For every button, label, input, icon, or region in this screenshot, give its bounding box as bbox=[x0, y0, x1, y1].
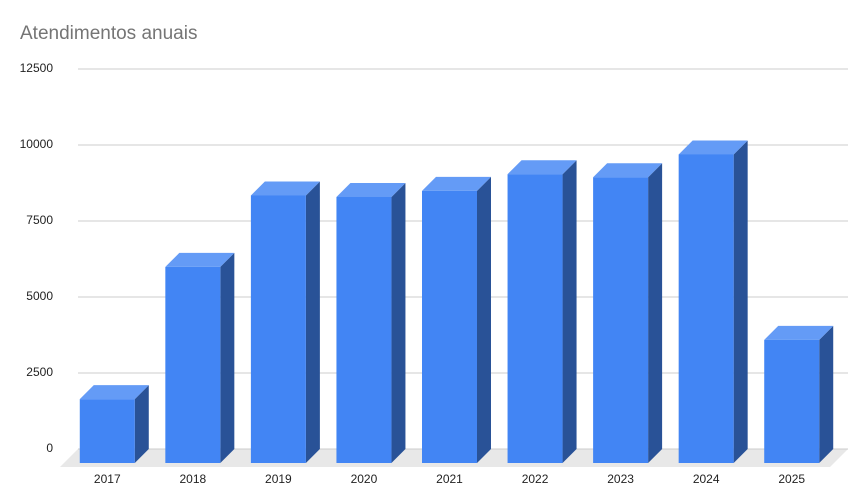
x-tick-label: 2023 bbox=[607, 472, 634, 486]
chart-title: Atendimentos anuais bbox=[20, 23, 197, 44]
bar-side bbox=[733, 140, 748, 463]
bar bbox=[764, 339, 820, 463]
x-tick-label: 2024 bbox=[693, 472, 720, 486]
bar bbox=[593, 177, 649, 464]
y-tick-label: 2500 bbox=[26, 365, 53, 379]
x-tick-label: 2017 bbox=[94, 472, 121, 486]
bar bbox=[422, 190, 477, 464]
bar-top bbox=[678, 140, 748, 155]
bar-side bbox=[477, 176, 491, 464]
bar-top bbox=[422, 176, 491, 191]
y-tick-label: 5000 bbox=[26, 289, 53, 303]
bar bbox=[79, 399, 135, 463]
x-tick-label: 2025 bbox=[778, 472, 805, 486]
bar bbox=[336, 197, 392, 463]
x-tick-label: 2019 bbox=[265, 472, 292, 486]
bar-top bbox=[79, 385, 149, 400]
bar-side bbox=[305, 181, 320, 464]
y-tick-label: 10000 bbox=[20, 137, 54, 151]
bar-side bbox=[220, 252, 235, 463]
x-tick-label: 2022 bbox=[522, 472, 549, 486]
bar-side bbox=[134, 385, 149, 463]
bar-side bbox=[819, 325, 834, 463]
bar-top bbox=[165, 252, 235, 267]
bar bbox=[165, 266, 221, 463]
bar-side bbox=[562, 160, 577, 463]
bar bbox=[507, 174, 563, 463]
bar-top bbox=[764, 325, 834, 340]
bar-top bbox=[250, 181, 320, 196]
y-tick-label: 12500 bbox=[20, 61, 54, 75]
bar bbox=[678, 154, 734, 463]
bar-side bbox=[391, 183, 406, 463]
bar-side bbox=[648, 163, 663, 464]
x-tick-label: 2020 bbox=[351, 472, 378, 486]
y-tick-label: 7500 bbox=[26, 213, 53, 227]
bar-top bbox=[593, 163, 663, 178]
y-tick-label: 0 bbox=[46, 441, 53, 455]
bar-top bbox=[507, 160, 577, 175]
x-tick-label: 2021 bbox=[436, 472, 463, 486]
bar bbox=[250, 195, 306, 464]
x-tick-label: 2018 bbox=[179, 472, 206, 486]
bar-top bbox=[336, 183, 406, 197]
